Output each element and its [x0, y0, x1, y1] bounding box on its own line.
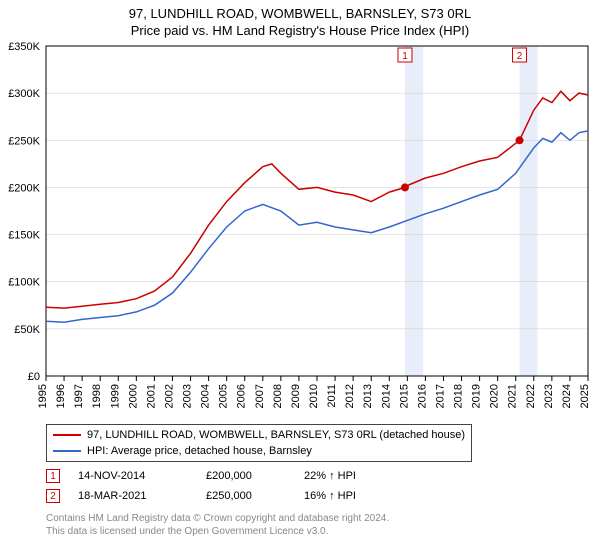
event-badge: 1	[46, 469, 60, 483]
svg-text:£250K: £250K	[8, 135, 40, 147]
svg-text:2017: 2017	[434, 384, 446, 408]
svg-text:2006: 2006	[236, 384, 248, 408]
svg-text:2011: 2011	[326, 384, 338, 408]
svg-text:2014: 2014	[380, 384, 392, 408]
event-date: 14-NOV-2014	[78, 470, 188, 482]
svg-text:1998: 1998	[91, 384, 103, 408]
svg-text:2003: 2003	[182, 384, 194, 408]
svg-text:1: 1	[402, 51, 408, 62]
chart-area: £0 £50K £100K £150K £200K £250K £300K £350K 1995…	[0, 38, 600, 418]
svg-text:2012: 2012	[344, 384, 356, 408]
event-price: £250,000	[206, 490, 286, 502]
svg-text:£0: £0	[28, 371, 40, 383]
event-pct: 22% ↑ HPI	[304, 470, 404, 482]
svg-text:£300K: £300K	[8, 88, 40, 100]
svg-text:2001: 2001	[145, 384, 157, 408]
svg-text:1997: 1997	[73, 384, 85, 408]
svg-text:2023: 2023	[543, 384, 555, 408]
event-row: 1 14-NOV-2014 £200,000 22% ↑ HPI	[46, 466, 600, 486]
svg-text:2025: 2025	[579, 384, 591, 408]
svg-text:£350K: £350K	[8, 41, 40, 53]
legend-label: 97, LUNDHILL ROAD, WOMBWELL, BARNSLEY, S…	[87, 429, 465, 441]
svg-text:2021: 2021	[507, 384, 519, 408]
event-date: 18-MAR-2021	[78, 490, 188, 502]
line-chart: £0 £50K £100K £150K £200K £250K £300K £350K 1995…	[0, 38, 600, 418]
legend: 97, LUNDHILL ROAD, WOMBWELL, BARNSLEY, S…	[46, 424, 472, 462]
svg-text:2022: 2022	[525, 384, 537, 408]
legend-row: 97, LUNDHILL ROAD, WOMBWELL, BARNSLEY, S…	[53, 427, 465, 443]
svg-text:1995: 1995	[37, 384, 49, 408]
svg-text:2009: 2009	[290, 384, 302, 408]
svg-text:£200K: £200K	[8, 182, 40, 194]
svg-text:2000: 2000	[127, 384, 139, 408]
event-row: 2 18-MAR-2021 £250,000 16% ↑ HPI	[46, 486, 600, 506]
legend-swatch	[53, 450, 81, 452]
footnote-line: Contains HM Land Registry data © Crown c…	[46, 512, 600, 525]
svg-text:2: 2	[517, 51, 523, 62]
svg-text:£150K: £150K	[8, 230, 40, 242]
svg-text:2008: 2008	[272, 384, 284, 408]
svg-text:1996: 1996	[55, 384, 67, 408]
svg-text:2016: 2016	[416, 384, 428, 408]
svg-text:2007: 2007	[254, 384, 266, 408]
footnote-line: This data is licensed under the Open Gov…	[46, 525, 600, 538]
title-line1: 97, LUNDHILL ROAD, WOMBWELL, BARNSLEY, S…	[0, 6, 600, 21]
footnote: Contains HM Land Registry data © Crown c…	[46, 512, 600, 538]
title-line2: Price paid vs. HM Land Registry's House …	[0, 23, 600, 38]
svg-text:2019: 2019	[471, 384, 483, 408]
event-pct: 16% ↑ HPI	[304, 490, 404, 502]
svg-text:£100K: £100K	[8, 277, 40, 289]
svg-text:2013: 2013	[362, 384, 374, 408]
svg-text:2004: 2004	[200, 384, 212, 408]
event-badge: 2	[46, 489, 60, 503]
svg-text:2002: 2002	[163, 384, 175, 408]
legend-row: HPI: Average price, detached house, Barn…	[53, 443, 465, 459]
legend-swatch	[53, 434, 81, 436]
svg-text:2020: 2020	[489, 384, 501, 408]
event-table: 1 14-NOV-2014 £200,000 22% ↑ HPI 2 18-MA…	[46, 466, 600, 506]
svg-text:2005: 2005	[218, 384, 230, 408]
svg-text:2015: 2015	[398, 384, 410, 408]
svg-text:2018: 2018	[453, 384, 465, 408]
svg-text:2024: 2024	[561, 384, 573, 408]
svg-text:1999: 1999	[109, 384, 121, 408]
svg-text:2010: 2010	[308, 384, 320, 408]
svg-text:£50K: £50K	[14, 324, 40, 336]
legend-label: HPI: Average price, detached house, Barn…	[87, 445, 312, 457]
event-price: £200,000	[206, 470, 286, 482]
